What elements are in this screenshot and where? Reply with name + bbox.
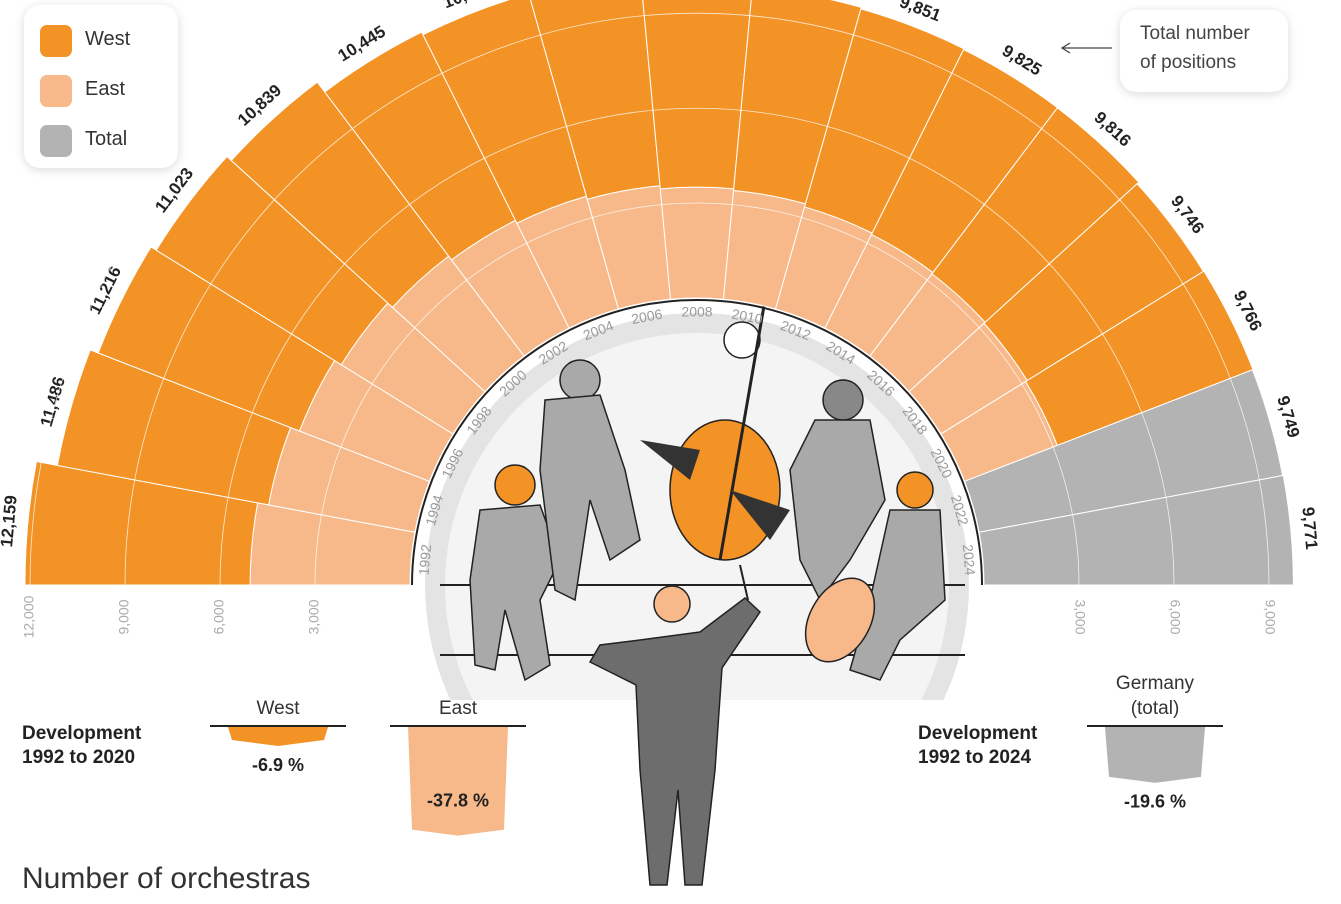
y-tick-label: 9,000: [116, 599, 132, 634]
category-label: Germany(total): [1116, 673, 1195, 719]
total-label: 9,766: [1230, 287, 1266, 334]
legend-swatch: [40, 125, 72, 157]
total-label: 9,749: [1273, 394, 1303, 440]
total-label: 12,159: [0, 494, 21, 548]
y2-tick-label: 9,000: [1262, 599, 1278, 634]
y-tick-label: 3,000: [306, 599, 322, 634]
category-label: West: [257, 698, 301, 719]
annotation: Total number of positions: [1120, 10, 1288, 92]
development-title: Development 1992 to 2024: [918, 722, 1068, 770]
value-label: -37.8 %: [427, 790, 489, 810]
page: 199212,159199411,486199611,216199811,023…: [0, 0, 1341, 904]
conductor-head: [654, 586, 690, 622]
legend-label: Total: [85, 128, 127, 151]
legend-label: East: [85, 78, 125, 101]
y2-tick-label: 3,000: [1072, 599, 1088, 634]
bar: [228, 727, 328, 746]
y-tick-label: 12,000: [21, 595, 37, 638]
musician-head: [823, 380, 863, 420]
category-label: East: [439, 698, 478, 719]
section-heading: Number of orchestras: [22, 862, 310, 896]
y2-tick-label: 6,000: [1167, 599, 1183, 634]
year-label: 2024: [960, 544, 979, 577]
total-label: 9,851: [897, 0, 944, 25]
chart: 199212,159199411,486199611,216199811,023…: [0, 0, 1341, 904]
value-label: -19.6 %: [1124, 792, 1186, 812]
legend-label: West: [85, 28, 130, 51]
year-label: 1992: [415, 543, 434, 576]
total-label: 9,771: [1298, 506, 1321, 550]
legend-swatch: [40, 75, 72, 107]
value-label: -6.9 %: [252, 755, 304, 775]
bar: [408, 727, 508, 836]
year-label: 2008: [681, 304, 712, 320]
musician-head: [495, 465, 535, 505]
total-label: 11,486: [37, 375, 69, 429]
musician-head: [897, 472, 933, 508]
bar: [1105, 727, 1205, 783]
development-title: Development 1992 to 2020: [22, 722, 172, 770]
musician-head: [560, 360, 600, 400]
legend-swatch: [40, 25, 72, 57]
y-tick-label: 6,000: [211, 599, 227, 634]
legend: West East Total: [24, 5, 178, 168]
